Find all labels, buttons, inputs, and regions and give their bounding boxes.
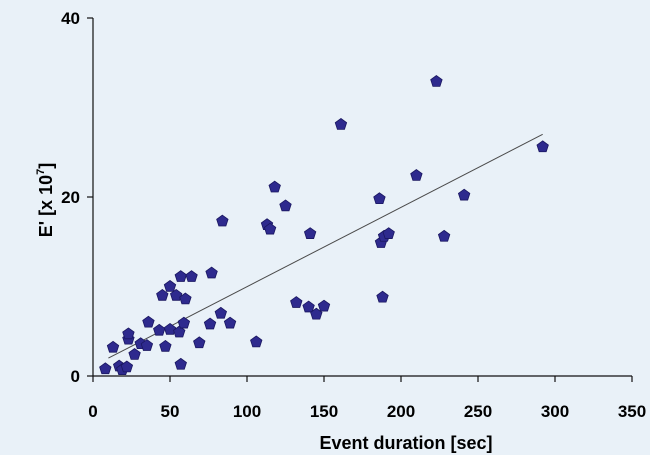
x-tick-label: 100 [233, 402, 261, 421]
x-tick-label: 200 [387, 402, 415, 421]
data-point [99, 362, 112, 375]
data-point [263, 222, 277, 235]
y-tick-label: 20 [61, 188, 80, 207]
data-point [205, 266, 218, 279]
x-tick-label: 250 [464, 402, 492, 421]
data-point [173, 325, 186, 338]
data-point [437, 229, 451, 242]
data-point [216, 214, 229, 227]
data-point [120, 360, 134, 373]
y-axis-title: E' [x 107] [35, 163, 56, 237]
data-point [536, 140, 549, 153]
data-point [317, 299, 331, 312]
y-tick-label: 40 [61, 9, 80, 28]
data-point [268, 180, 281, 193]
data-point [159, 339, 172, 352]
x-axis-ticks: 0 50 100 150 200 250 300 350 [88, 376, 646, 421]
data-point [279, 199, 292, 212]
data-point [302, 300, 315, 313]
data-point [223, 316, 237, 329]
data-point [156, 288, 169, 301]
data-point [410, 169, 423, 181]
data-point [140, 339, 154, 351]
x-tick-label: 150 [310, 402, 338, 421]
data-point [128, 348, 141, 360]
data-point [169, 288, 183, 301]
x-tick-label: 0 [88, 402, 97, 421]
data-point [174, 270, 187, 282]
data-point [303, 227, 317, 239]
data-point [250, 335, 263, 348]
x-tick-label: 350 [618, 402, 646, 421]
x-axis-title: Event duration [sec] [319, 433, 492, 453]
data-point [177, 316, 191, 329]
x-tick-label: 300 [541, 402, 569, 421]
data-point [382, 227, 395, 239]
data-point [376, 290, 389, 303]
data-point [163, 322, 177, 335]
y-tick-label: 0 [71, 367, 80, 386]
data-point [122, 327, 135, 340]
y-axis-title-main: E' [x 10 [36, 175, 56, 237]
y-axis-title-close: ] [36, 163, 56, 169]
data-point [457, 188, 471, 201]
data-point [174, 357, 187, 370]
data-point [153, 323, 166, 336]
data-point [185, 270, 198, 282]
data-point [430, 75, 443, 87]
y-axis-title-exponent: 7 [35, 169, 47, 175]
data-point [106, 340, 120, 353]
data-point [334, 118, 348, 130]
chart-axes [92, 18, 632, 377]
data-point [163, 280, 177, 292]
trend-line [108, 133, 543, 359]
data-point [214, 306, 228, 319]
data-point [193, 336, 206, 349]
data-point [310, 307, 323, 320]
data-point [373, 192, 386, 205]
x-tick-label: 50 [161, 402, 180, 421]
data-point [179, 292, 192, 305]
data-point [290, 296, 303, 308]
data-point [142, 315, 155, 328]
data-points [99, 75, 549, 375]
data-point [203, 317, 217, 330]
y-axis-ticks: 0 20 40 [61, 9, 93, 386]
